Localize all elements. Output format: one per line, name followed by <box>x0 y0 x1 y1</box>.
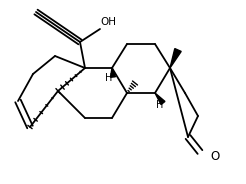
Text: H: H <box>105 73 113 83</box>
Text: O: O <box>210 149 219 162</box>
Polygon shape <box>110 68 115 77</box>
Text: OH: OH <box>100 17 116 27</box>
Polygon shape <box>155 93 165 105</box>
Polygon shape <box>170 49 181 68</box>
Text: H: H <box>156 100 164 110</box>
